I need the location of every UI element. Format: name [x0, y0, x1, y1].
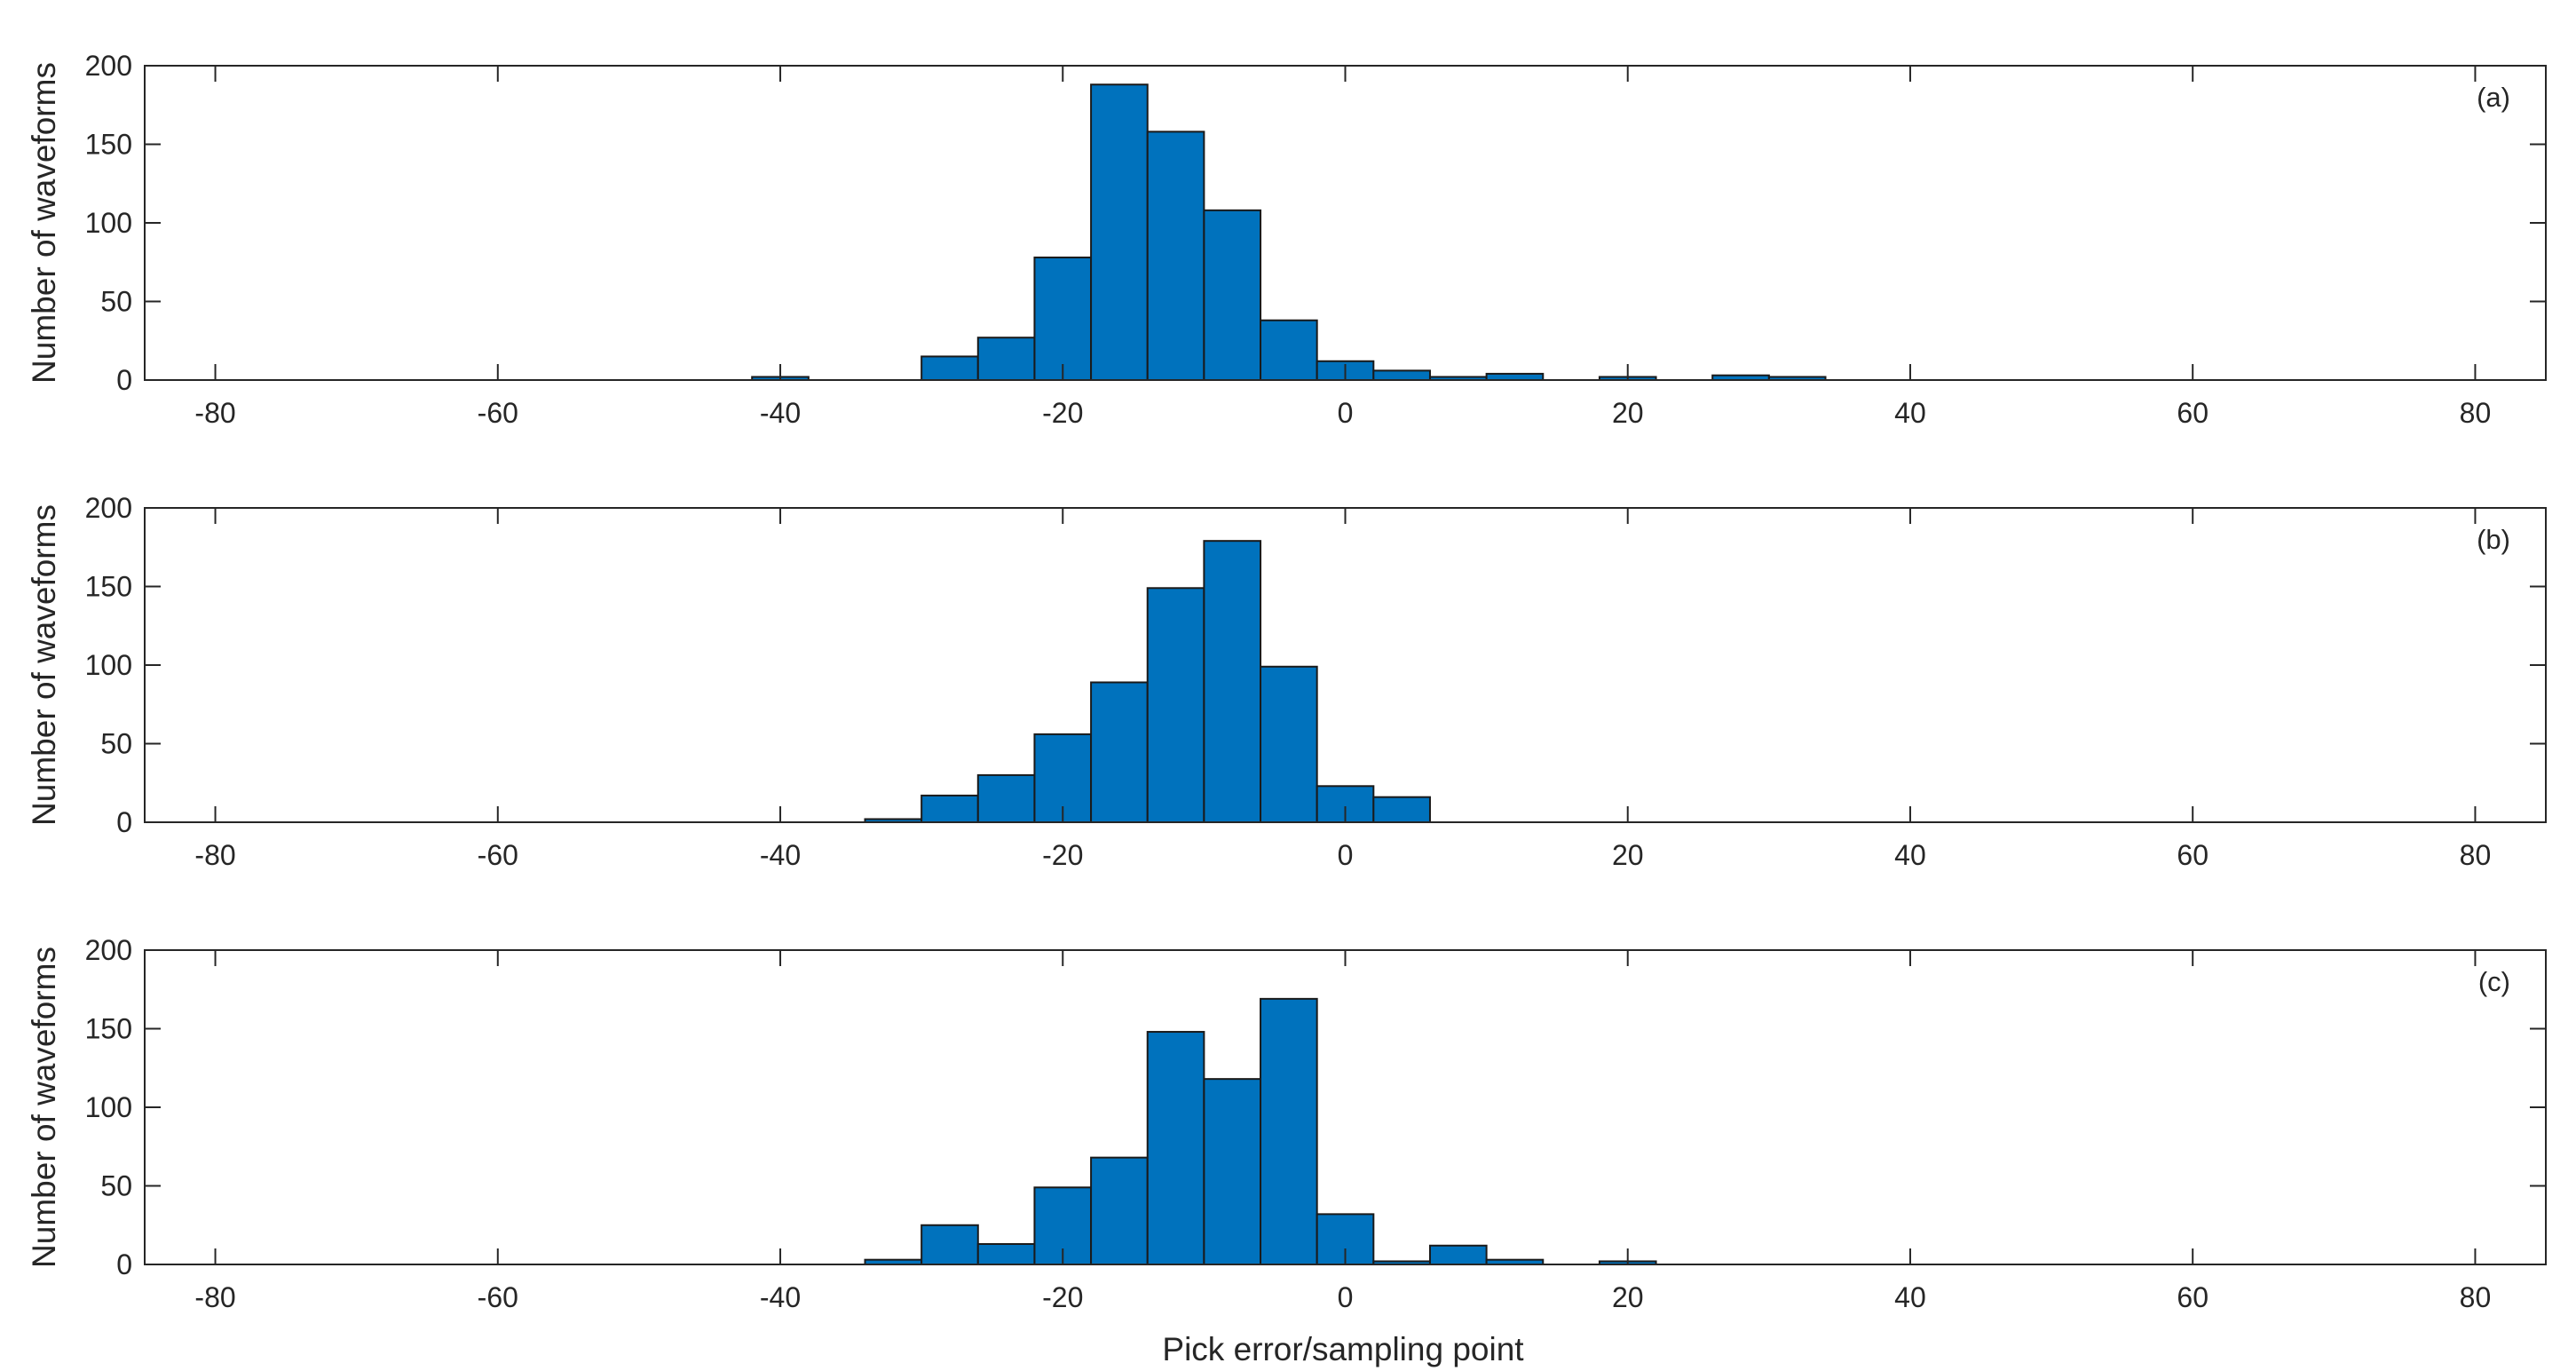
x-tick-label: -20: [1042, 839, 1083, 871]
histogram-bar: [1203, 540, 1262, 823]
x-tick-label: -40: [760, 397, 801, 429]
x-tick-label: 0: [1338, 397, 1354, 429]
histogram-bar: [1372, 369, 1431, 382]
histogram-bar: [1090, 1156, 1149, 1266]
x-tick-label: 40: [1894, 397, 1926, 429]
y-tick-label: 0: [116, 806, 132, 838]
y-axis-label: Number of waveforms: [26, 62, 62, 384]
x-tick-label: 80: [2460, 839, 2492, 871]
histogram-bar: [921, 1224, 979, 1265]
x-tick-label: 80: [2460, 1281, 2492, 1313]
histogram-bar: [1372, 796, 1431, 823]
histogram-bar: [1428, 1244, 1488, 1266]
y-tick-label: 50: [100, 728, 132, 760]
x-axis-label: Pick error/sampling point: [1162, 1331, 1524, 1367]
x-tick-label: -40: [760, 1281, 801, 1313]
histogram-bar: [976, 337, 1036, 381]
axes-frame: [144, 65, 2547, 381]
y-tick-label: 0: [116, 1248, 132, 1280]
y-tick-label: 50: [100, 1170, 132, 1202]
x-tick-label: 60: [2177, 397, 2209, 429]
panel-label: (c): [2478, 966, 2510, 997]
histogram-bar: [1090, 83, 1149, 382]
x-tick-label: 60: [2177, 1281, 2209, 1313]
histogram-bar: [1316, 1213, 1375, 1265]
histogram-panel-c: -80 -60 -40 -20 0 20 40 60 80 0 50 100 150 200 Number …: [26, 934, 2547, 1313]
y-tick-label: 50: [100, 286, 132, 318]
panel-label: (a): [2477, 82, 2510, 113]
histogram-bar: [1090, 681, 1149, 823]
y-axis-label: Number of waveforms: [26, 947, 62, 1268]
x-tick-label: -60: [478, 839, 518, 871]
x-tick-label: 60: [2177, 839, 2209, 871]
histogram-bar: [921, 355, 979, 382]
histogram-bar: [1146, 1031, 1205, 1266]
x-tick-label: -80: [194, 397, 235, 429]
histogram-bar: [1260, 665, 1318, 824]
y-tick-label: 200: [85, 50, 132, 82]
histogram-bar: [1146, 131, 1205, 381]
x-tick-label: 0: [1338, 839, 1354, 871]
histogram-bar: [1260, 319, 1318, 381]
y-tick-label: 0: [116, 364, 132, 396]
histogram-bar: [1033, 256, 1093, 381]
histogram-bar: [1203, 209, 1262, 381]
histogram-bar: [1203, 1078, 1262, 1266]
x-tick-label: -60: [478, 1281, 518, 1313]
y-tick-label: 100: [85, 1091, 132, 1123]
histogram-panel-a: -80 -60 -40 -20 0 20 40 60 80 0 50 100 150 200 Number …: [26, 50, 2547, 429]
x-tick-label: -80: [194, 839, 235, 871]
y-tick-label: 200: [85, 492, 132, 524]
x-tick-label: 20: [1612, 1281, 1644, 1313]
x-tick-label: 40: [1894, 839, 1926, 871]
y-tick-label: 150: [85, 129, 132, 161]
x-tick-label: -20: [1042, 397, 1083, 429]
x-tick-label: -80: [194, 1281, 235, 1313]
histogram-bar: [1485, 372, 1545, 382]
x-tick-label: -20: [1042, 1281, 1083, 1313]
x-tick-label: 40: [1894, 1281, 1926, 1313]
y-tick-label: 100: [85, 207, 132, 239]
histogram-panel-b: -80 -60 -40 -20 0 20 40 60 80 0 50 100 150 200 Number …: [26, 492, 2547, 871]
histogram-bar: [1260, 997, 1318, 1265]
y-tick-label: 150: [85, 571, 132, 603]
x-tick-label: -40: [760, 839, 801, 871]
y-tick-label: 100: [85, 649, 132, 681]
x-tick-label: 20: [1612, 397, 1644, 429]
histogram-bar: [976, 1242, 1036, 1265]
y-tick-label: 150: [85, 1013, 132, 1045]
histogram-bar: [976, 773, 1036, 824]
x-tick-label: 0: [1338, 1281, 1354, 1313]
histogram-bar: [921, 794, 979, 823]
histogram-bar: [1146, 587, 1205, 824]
axes-frame: [144, 507, 2547, 823]
y-tick-label: 200: [85, 934, 132, 966]
x-tick-label: 20: [1612, 839, 1644, 871]
panel-label: (b): [2477, 524, 2510, 555]
x-tick-label: -60: [478, 397, 518, 429]
y-axis-label: Number of waveforms: [26, 504, 62, 826]
x-tick-label: 80: [2460, 397, 2492, 429]
